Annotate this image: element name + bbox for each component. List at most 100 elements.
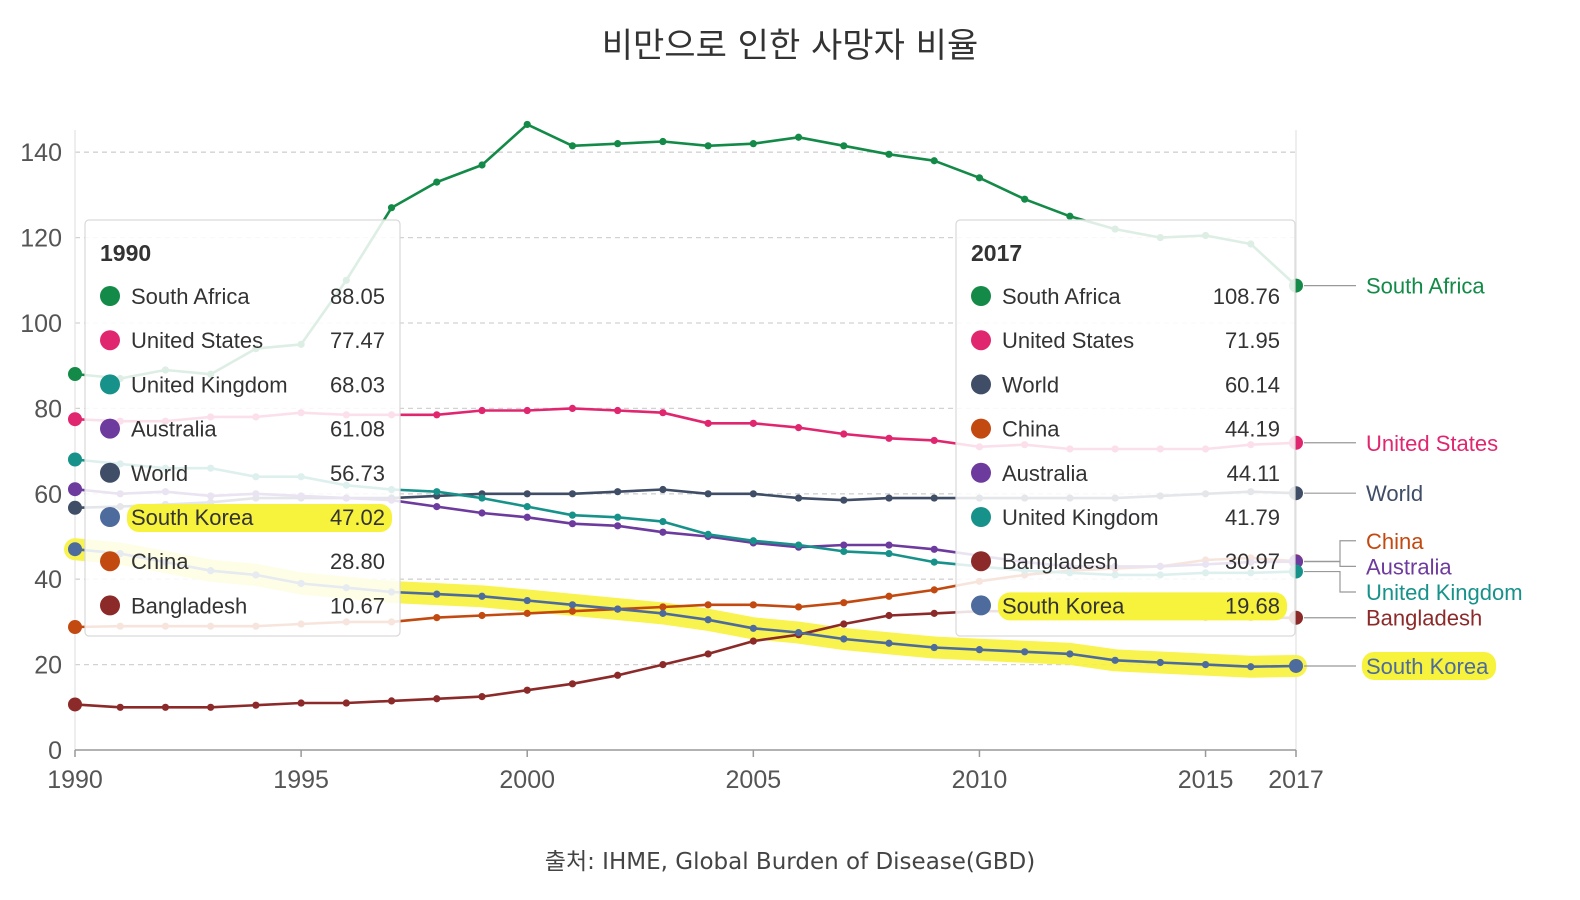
data-point <box>478 494 486 502</box>
data-point <box>840 496 848 504</box>
tooltip-swatch <box>100 507 120 527</box>
tooltip-name: China <box>131 549 189 574</box>
data-point <box>840 142 848 150</box>
data-point <box>885 541 893 549</box>
tooltip-row: United States 71.95 <box>971 328 1280 353</box>
data-point <box>614 140 622 148</box>
data-point <box>614 671 622 679</box>
data-point <box>749 601 757 609</box>
data-point <box>568 404 577 412</box>
tooltip-name: United States <box>131 328 263 353</box>
tooltip-name: United Kingdom <box>1002 505 1159 530</box>
data-point <box>749 637 757 645</box>
data-point <box>1021 195 1029 203</box>
tooltip-swatch <box>971 551 991 572</box>
data-point <box>794 603 803 611</box>
data-point <box>930 586 938 594</box>
tooltip-swatch <box>971 507 991 527</box>
data-point <box>704 650 712 658</box>
y-tick-label: 140 <box>20 139 62 167</box>
data-point <box>614 513 622 521</box>
tooltip-row: World 60.14 <box>971 372 1280 397</box>
data-point <box>794 628 803 637</box>
data-point <box>568 490 577 498</box>
data-point <box>885 434 893 442</box>
data-point <box>68 482 82 497</box>
data-point <box>885 494 893 502</box>
data-point <box>523 406 531 415</box>
data-point <box>68 697 82 712</box>
data-point <box>252 701 260 709</box>
data-point <box>659 528 667 536</box>
end-label-text: United States <box>1366 431 1498 456</box>
data-point <box>523 513 531 521</box>
tooltip-2017: 2017 South Africa 108.76 United States 71.95… <box>955 219 1296 637</box>
end-label-text: Bangladesh <box>1366 606 1482 631</box>
tooltip-row: South Africa 108.76 <box>971 284 1280 309</box>
tooltip-name: Bangladesh <box>131 593 247 618</box>
tooltip-swatch <box>971 418 991 439</box>
tooltip-value: 88.05 <box>330 284 385 309</box>
y-tick-label: 20 <box>34 652 62 680</box>
tooltip-swatch <box>100 374 120 395</box>
y-tick-label: 120 <box>20 225 62 253</box>
tooltip-row-highlight <box>998 592 1287 621</box>
data-point <box>659 661 667 669</box>
tooltip-name: United States <box>1002 328 1134 353</box>
data-point <box>478 592 486 600</box>
tooltip-row: South Korea 47.02 <box>100 504 392 532</box>
data-point <box>568 511 577 519</box>
tooltip-name: Bangladesh <box>1002 549 1118 574</box>
tooltip-value: 10.67 <box>330 593 385 618</box>
tooltip-value: 61.08 <box>330 417 385 442</box>
end-label-australia: Australia <box>1304 554 1452 579</box>
data-point <box>433 590 441 598</box>
tooltip-swatch <box>971 595 991 616</box>
leader-line <box>1304 540 1356 562</box>
data-point <box>840 541 848 549</box>
end-label-south-korea: South Korea <box>1304 651 1496 680</box>
data-point <box>614 522 622 530</box>
data-point <box>68 500 82 515</box>
tooltip-swatch <box>100 595 120 616</box>
end-label-united-states: United States <box>1304 431 1498 456</box>
data-point <box>704 490 712 498</box>
data-point <box>523 609 531 617</box>
end-label-text: United Kingdom <box>1366 580 1523 605</box>
x-tick-label: 2017 <box>1268 766 1324 794</box>
data-point <box>885 150 893 158</box>
data-point <box>568 520 577 528</box>
data-point <box>478 611 486 620</box>
data-point <box>930 558 938 566</box>
tooltip-name: South Africa <box>1002 284 1121 309</box>
data-point <box>433 178 441 186</box>
tooltip-swatch <box>971 330 991 351</box>
tooltip-name: South Africa <box>131 284 250 309</box>
tooltip-row: United Kingdom 68.03 <box>100 372 385 397</box>
tooltip-swatch <box>971 286 991 306</box>
end-label-bangladesh: Bangladesh <box>1304 606 1482 631</box>
tooltip-swatch <box>100 418 120 439</box>
end-label-text: South Korea <box>1366 654 1489 679</box>
tooltip-value: 44.19 <box>1225 417 1280 442</box>
data-point <box>930 494 938 502</box>
data-point <box>840 620 848 628</box>
tooltip-value: 60.14 <box>1225 372 1280 397</box>
tooltip-row: World 56.73 <box>100 461 385 486</box>
data-point <box>68 542 82 557</box>
data-point <box>794 133 803 141</box>
data-point <box>568 142 577 150</box>
tooltip-row: Australia 44.11 <box>971 461 1280 486</box>
data-point <box>297 699 305 707</box>
data-point <box>523 490 531 498</box>
tooltip-value: 77.47 <box>330 328 385 353</box>
y-tick-label: 0 <box>48 737 62 765</box>
chart-title: 비만으로 인한 사망자 비율 <box>601 26 979 66</box>
data-point <box>1201 661 1210 669</box>
data-point <box>659 409 667 417</box>
end-label-text: China <box>1366 529 1424 554</box>
data-point <box>614 406 622 415</box>
data-point <box>749 624 757 632</box>
